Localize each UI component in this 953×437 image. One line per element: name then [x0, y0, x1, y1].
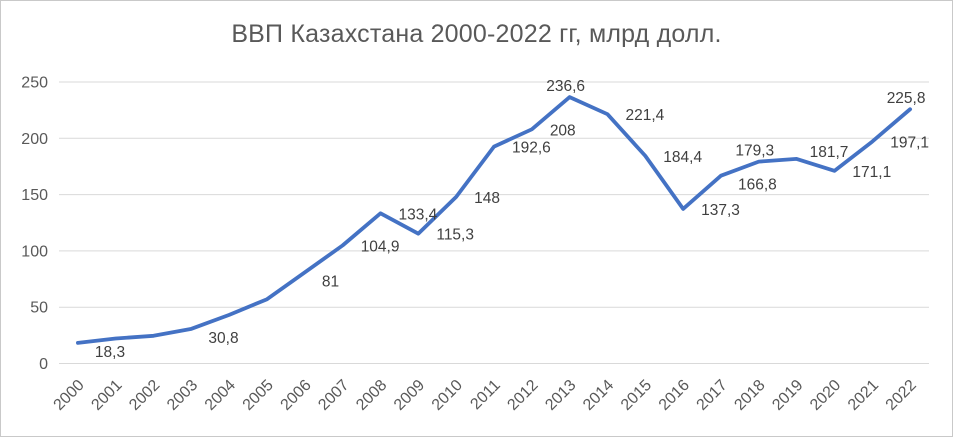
- data-point-label: 148: [474, 190, 500, 207]
- data-point-label: 192,6: [512, 140, 551, 157]
- x-axis-year-label: 2003: [164, 377, 201, 414]
- x-axis-year-label: 2011: [467, 377, 503, 413]
- x-axis-year-label: 2017: [694, 377, 731, 414]
- chart-title: ВВП Казахстана 2000-2022 гг, млрд долл.: [231, 20, 722, 48]
- x-axis-year-label: 2018: [731, 377, 768, 414]
- y-axis-tick-label: 50: [30, 300, 48, 317]
- data-point-label: 221,4: [625, 107, 664, 124]
- y-axis-tick-label: 0: [39, 356, 48, 373]
- x-axis-year-label: 2022: [883, 377, 920, 414]
- data-point-label: 197,1: [890, 135, 929, 152]
- x-axis-year-label: 2009: [391, 377, 428, 414]
- data-point-label: 18,3: [95, 344, 125, 361]
- x-axis-year-label: 2013: [542, 377, 579, 414]
- x-axis-year-label: 2004: [202, 377, 239, 414]
- data-point-label: 208: [550, 122, 576, 139]
- x-axis-year-label: 2012: [504, 377, 541, 414]
- x-axis-year-label: 2021: [845, 377, 882, 414]
- data-point-label: 30,8: [208, 330, 238, 347]
- x-axis-year-label: 2015: [618, 377, 655, 414]
- y-axis-tick-label: 200: [21, 131, 48, 148]
- data-point-label: 166,8: [738, 177, 777, 194]
- data-point-label: 184,4: [663, 149, 702, 166]
- x-axis-year-label: 2002: [126, 377, 163, 414]
- x-axis-year-label: 2006: [278, 377, 315, 414]
- x-axis-year-label: 2000: [51, 377, 88, 414]
- y-axis-tick-label: 100: [21, 243, 48, 260]
- x-axis-year-label: 2016: [656, 377, 693, 414]
- data-point-label: 236,6: [546, 78, 585, 95]
- data-point-label: 137,3: [701, 202, 740, 219]
- data-point-label: 81: [322, 273, 339, 290]
- data-point-label: 133,4: [399, 206, 438, 223]
- x-axis-year-label: 2019: [769, 377, 806, 414]
- data-point-label: 225,8: [887, 90, 926, 107]
- data-point-label: 181,7: [810, 144, 849, 161]
- x-axis-year-label: 2010: [429, 377, 466, 414]
- data-point-label: 104,9: [361, 238, 400, 255]
- y-axis-tick-label: 150: [21, 187, 48, 204]
- x-axis-year-label: 2007: [315, 377, 352, 414]
- x-axis-year-label: 2020: [807, 377, 844, 414]
- data-point-label: 171,1: [852, 164, 891, 181]
- x-axis-year-label: 2005: [240, 377, 277, 414]
- data-point-label: 179,3: [735, 143, 774, 160]
- x-axis-year-label: 2008: [353, 377, 390, 414]
- gdp-series-line: [76, 95, 912, 345]
- data-point-label: 115,3: [436, 227, 474, 244]
- x-axis-year-label: 2014: [580, 377, 617, 414]
- x-axis-year-label: 2001: [88, 377, 125, 414]
- y-axis-tick-label: 250: [21, 75, 48, 92]
